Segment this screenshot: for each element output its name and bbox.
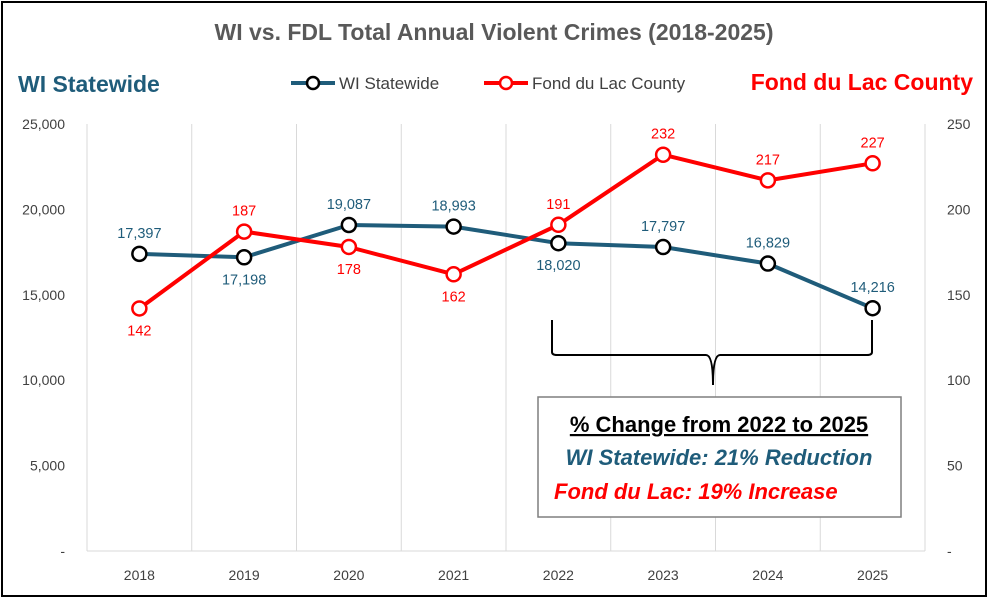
x-tick-label: 2018 xyxy=(124,567,155,583)
y-left-tick-label: - xyxy=(60,543,65,559)
x-tick-label: 2025 xyxy=(857,567,888,583)
data-label-fdl: 187 xyxy=(232,204,256,220)
x-tick-label: 2021 xyxy=(438,567,469,583)
data-point-fdl xyxy=(340,238,358,256)
data-point-wi xyxy=(864,299,881,317)
x-tick-label: 2019 xyxy=(229,567,260,583)
y-right-tick-label: 250 xyxy=(947,116,971,132)
data-label-fdl: 178 xyxy=(337,262,361,278)
y-right-tick-label: 50 xyxy=(947,458,963,474)
data-point-fdl xyxy=(864,155,881,172)
data-label-fdl: 191 xyxy=(546,197,570,213)
data-point-fdl xyxy=(235,223,253,240)
data-label-wi: 17,397 xyxy=(117,226,161,242)
legend-label-fdl: Fond du Lac County xyxy=(532,74,686,93)
y-right-tick-label: 100 xyxy=(947,372,971,388)
right-axis-title: Fond du Lac County xyxy=(751,69,974,95)
data-label-wi: 16,829 xyxy=(746,236,790,252)
annotation-fdl-change: Fond du Lac: 19% Increase xyxy=(554,479,838,504)
data-label-wi: 17,797 xyxy=(641,219,685,235)
y-left-tick-label: 5,000 xyxy=(30,458,65,474)
data-point-wi xyxy=(445,218,462,235)
data-point-fdl xyxy=(759,172,777,189)
data-point-fdl xyxy=(445,266,462,283)
left-axis-title: WI Statewide xyxy=(18,71,160,97)
data-label-wi: 19,087 xyxy=(327,197,371,213)
data-label-wi: 14,216 xyxy=(850,280,894,296)
data-label-wi: 17,198 xyxy=(222,272,266,288)
series-line-fdl xyxy=(138,152,873,311)
data-label-fdl: 232 xyxy=(651,127,675,143)
bracket xyxy=(551,320,873,386)
data-point-wi xyxy=(759,255,777,272)
annotation-wi-change: WI Statewide: 21% Reduction xyxy=(566,445,873,470)
data-point-fdl xyxy=(654,146,672,163)
data-point-wi xyxy=(654,238,672,256)
data-label-fdl: 217 xyxy=(756,152,780,168)
y-right-tick-label: 150 xyxy=(947,287,971,303)
legend-marker-fdl xyxy=(498,75,514,91)
legend-label-wi: WI Statewide xyxy=(339,74,439,93)
annotation-heading: % Change from 2022 to 2025 xyxy=(570,412,868,437)
x-tick-label: 2024 xyxy=(752,567,783,583)
annotation-box: % Change from 2022 to 2025 WI Statewide:… xyxy=(537,396,902,518)
y-left-tick-label: 25,000 xyxy=(22,116,65,132)
data-label-fdl: 227 xyxy=(861,135,885,151)
y-right-tick-label: - xyxy=(947,543,952,559)
legend: WI Statewide Fond du Lac County xyxy=(291,74,686,93)
data-point-wi xyxy=(131,245,148,263)
x-tick-label: 2022 xyxy=(543,567,574,583)
bracket-shape xyxy=(551,320,873,386)
data-label-wi: 18,020 xyxy=(536,258,580,274)
legend-item-fdl: Fond du Lac County xyxy=(484,74,686,93)
x-tick-label: 2020 xyxy=(333,567,364,583)
chart-title: WI vs. FDL Total Annual Violent Crimes (… xyxy=(215,19,774,45)
y-left-tick-label: 20,000 xyxy=(22,201,65,217)
legend-item-wi: WI Statewide xyxy=(291,74,439,93)
data-point-fdl xyxy=(550,216,567,234)
legend-marker-wi xyxy=(305,75,321,91)
y-left-tick-label: 15,000 xyxy=(22,287,65,303)
data-label-fdl: 142 xyxy=(127,323,151,339)
y-right-tick-label: 200 xyxy=(947,201,971,217)
series-line-wi xyxy=(139,223,874,311)
data-label-wi: 18,993 xyxy=(431,199,475,215)
data-point-fdl xyxy=(131,300,148,317)
data-point-wi xyxy=(340,216,358,234)
x-tick-label: 2023 xyxy=(648,567,679,583)
y-left-tick-label: 10,000 xyxy=(22,372,65,388)
data-point-wi xyxy=(235,249,253,266)
annotation-box-border xyxy=(537,396,902,518)
plot-area: - 5,000 10,000 15,000 20,000 25,000 - 50 100 150 2… xyxy=(22,116,970,583)
data-point-wi xyxy=(550,234,567,252)
data-label-fdl: 162 xyxy=(442,289,466,305)
